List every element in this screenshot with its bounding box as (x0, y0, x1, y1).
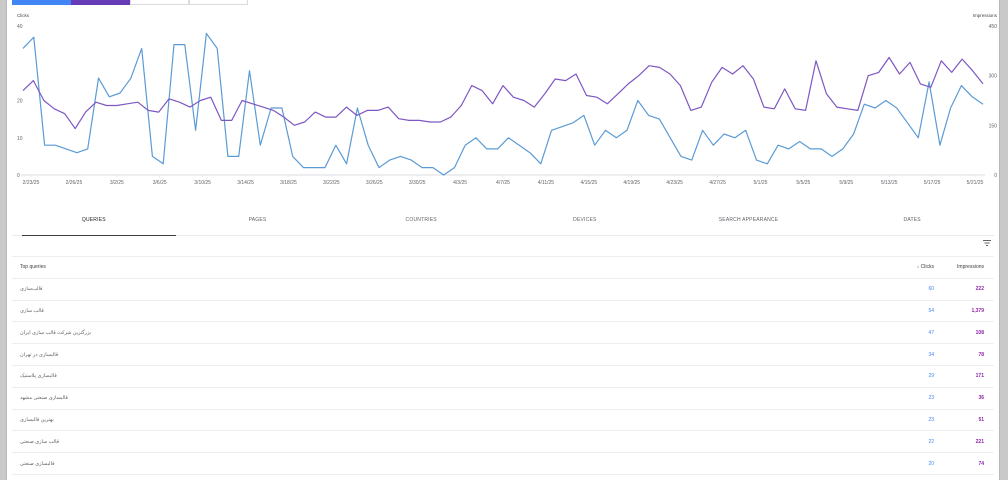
header-clicks[interactable]: ↓ Clicks (916, 264, 934, 271)
clicks-cell: 20 (928, 460, 934, 467)
query-cell: قالب‌سازی (20, 286, 43, 293)
header-query[interactable]: Top queries (20, 264, 46, 271)
x-tick-label: 5/17/25 (924, 180, 941, 186)
performance-report: Clicks Impressions 40 20 10 0 450 300 150 0 2/23/2… (7, 0, 999, 480)
left-tick-label: 40 (17, 24, 23, 30)
query-cell: قالبسازی صنعتی (20, 460, 55, 467)
metric-cards (12, 0, 248, 5)
left-tick-label: 0 (17, 173, 20, 179)
x-tick-label: 3/10/25 (194, 180, 211, 186)
right-tick-label: 150 (989, 123, 998, 129)
clicks-cell: 54 (928, 307, 934, 314)
query-cell: قالبسازی پلاستیک (20, 373, 57, 380)
right-tick-label: 0 (994, 173, 997, 179)
impressions-cell: 36 (978, 395, 984, 402)
position-card[interactable] (189, 0, 248, 5)
queries-table: Top queries ↓ Clicks Impressions قالب‌سا… (12, 256, 994, 480)
x-tick-label: 3/26/25 (366, 180, 383, 186)
clicks-card[interactable] (12, 0, 71, 5)
dimension-tabs: QUERIES PAGES COUNTRIES DEVICES SEARCH APPEA… (12, 208, 994, 236)
x-tick-label: 5/13/25 (881, 180, 898, 186)
query-cell: قالب سازی (20, 307, 44, 314)
clicks-series-line (22, 32, 984, 176)
table-header: Top queries ↓ Clicks Impressions (12, 256, 994, 279)
x-tick-label: 4/27/25 (709, 180, 726, 186)
right-tick-label: 300 (989, 74, 998, 80)
x-tick-label: 3/2/25 (110, 180, 124, 186)
impressions-cell: 222 (975, 286, 984, 293)
clicks-cell: 23 (928, 416, 934, 423)
x-tick-label: 3/6/25 (153, 180, 167, 186)
table-row[interactable]: بزرگترین شرکت قالب سازی ایران 47 108 (12, 322, 994, 345)
clicks-cell: 47 (928, 329, 934, 336)
table-row[interactable]: قالبسازی صنعتی مشهد 23 36 (12, 388, 994, 410)
left-tick-label: 10 (17, 136, 23, 142)
right-axis-title: Impressions (973, 13, 998, 18)
filter-icon[interactable] (983, 240, 991, 246)
x-tick-label: 4/11/25 (538, 180, 555, 186)
tab-dates[interactable]: DATES (903, 217, 921, 223)
query-cell: بهترین قالبسازی (20, 416, 54, 423)
left-tick-label: 20 (17, 99, 23, 105)
x-tick-label: 3/22/25 (323, 180, 340, 186)
x-tick-label: 5/1/25 (754, 180, 768, 186)
performance-chart: Clicks Impressions 40 20 10 0 450 300 150 0 2/23/2… (7, 8, 999, 198)
chart-svg: Clicks Impressions402010045030015002/23/2… (17, 13, 998, 186)
tab-pages[interactable]: PAGES (248, 217, 267, 223)
impressions-cell: 78 (978, 351, 984, 358)
header-impressions[interactable]: Impressions (957, 264, 984, 271)
impressions-cell: 108 (975, 329, 984, 336)
impressions-cell: 171 (975, 373, 984, 380)
tab-search-appearance[interactable]: SEARCH APPEARANCE (718, 217, 779, 223)
left-axis-title: Clicks (17, 13, 30, 18)
tab-countries[interactable]: COUNTRIES (405, 217, 437, 223)
table-row[interactable]: بهترین قالبسازی 23 51 (12, 410, 994, 432)
table-row[interactable]: قالب سازی 54 1,379 (12, 301, 994, 323)
query-cell: قالبسازی صنعتی مشهد (20, 395, 68, 402)
x-tick-label: 2/23/25 (23, 180, 40, 186)
query-cell: قالبسازی در تهران (20, 351, 59, 358)
right-tick-label: 450 (989, 24, 998, 30)
clicks-cell: 60 (928, 286, 934, 293)
table-row[interactable]: قالبسازی در تهران 34 78 (12, 344, 994, 366)
table-row[interactable]: قالب سازی صنعتی 22 221 (12, 431, 994, 454)
impressions-cell: 74 (978, 460, 984, 467)
x-tick-label: 3/18/25 (280, 180, 297, 186)
impressions-card[interactable] (71, 0, 130, 5)
tab-queries[interactable]: QUERIES (12, 208, 176, 236)
x-tick-label: 4/19/25 (623, 180, 640, 186)
query-cell: قالب سازی صنعتی (20, 438, 60, 445)
table-row[interactable]: قالبسازی پلاستیک 29 171 (12, 366, 994, 388)
ctr-card[interactable] (130, 0, 189, 5)
clicks-cell: 23 (928, 395, 934, 402)
x-tick-label: 3/30/25 (409, 180, 426, 186)
table-row[interactable]: قالب‌سازی 60 222 (12, 279, 994, 301)
query-cell: بزرگترین شرکت قالب سازی ایران (20, 329, 92, 336)
impressions-cell: 221 (975, 438, 984, 445)
x-tick-label: 4/23/25 (666, 180, 683, 186)
impressions-cell: 1,379 (971, 307, 984, 314)
impressions-cell: 51 (978, 416, 984, 423)
clicks-cell: 34 (928, 351, 934, 358)
x-tick-label: 4/15/25 (580, 180, 597, 186)
clicks-cell: 22 (928, 438, 934, 445)
clicks-cell: 29 (928, 373, 934, 380)
x-tick-label: 2/26/25 (66, 180, 83, 186)
x-tick-label: 4/3/25 (453, 180, 467, 186)
x-tick-label: 5/9/25 (839, 180, 853, 186)
x-tick-label: 5/5/25 (796, 180, 810, 186)
x-tick-label: 4/7/25 (496, 180, 510, 186)
table-row[interactable]: قالبسازی صنعتی 20 74 (12, 453, 994, 475)
tab-devices[interactable]: DEVICES (573, 217, 597, 223)
x-tick-label: 3/14/25 (237, 180, 254, 186)
x-tick-label: 5/21/25 (967, 180, 984, 186)
table-row[interactable]: قالبسازی تایگستر1861 (12, 475, 994, 480)
impressions-series-line (22, 56, 984, 130)
